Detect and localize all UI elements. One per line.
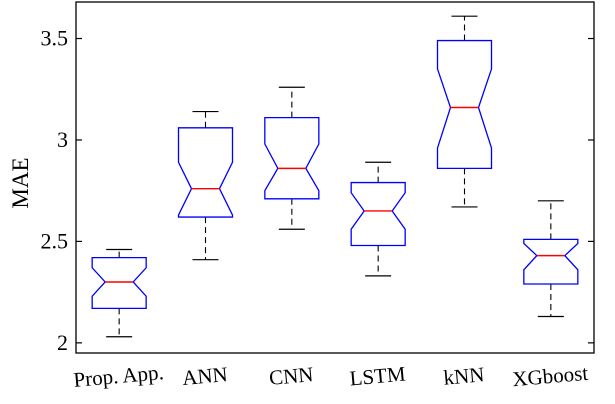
box-prop-app: [91, 248, 147, 338]
box-knn: [436, 15, 493, 208]
notched-box: [523, 238, 579, 285]
boxes-group: [91, 15, 579, 338]
x-axis: Prop. App. ANN CNN LSTM kNN XGboost: [72, 360, 589, 392]
x-tick-label: kNN: [442, 362, 485, 389]
y-axis: 2 2.5 3 3.5: [41, 26, 594, 355]
y-tick-label: 3: [57, 127, 68, 152]
box-cnn: [264, 86, 320, 230]
notched-box: [350, 181, 406, 247]
box-lstm: [350, 161, 406, 277]
notched-box: [264, 116, 320, 200]
x-tick-label: Prop. App.: [72, 360, 164, 392]
x-tick-label: ANN: [181, 362, 228, 390]
box-xgboost: [523, 200, 579, 318]
notched-box: [177, 127, 234, 218]
y-tick-label: 2.5: [41, 228, 69, 253]
x-tick-label: XGboost: [511, 361, 589, 392]
box-ann: [177, 110, 234, 261]
notched-box: [91, 256, 147, 310]
y-axis-title: MAE: [8, 157, 33, 208]
notched-box: [436, 39, 493, 170]
x-tick-label: LSTM: [349, 362, 407, 391]
y-tick-label: 3.5: [41, 26, 69, 51]
x-tick-label: CNN: [268, 362, 314, 390]
plot-area: [75, 1, 595, 354]
y-tick-label: 2: [57, 330, 68, 355]
